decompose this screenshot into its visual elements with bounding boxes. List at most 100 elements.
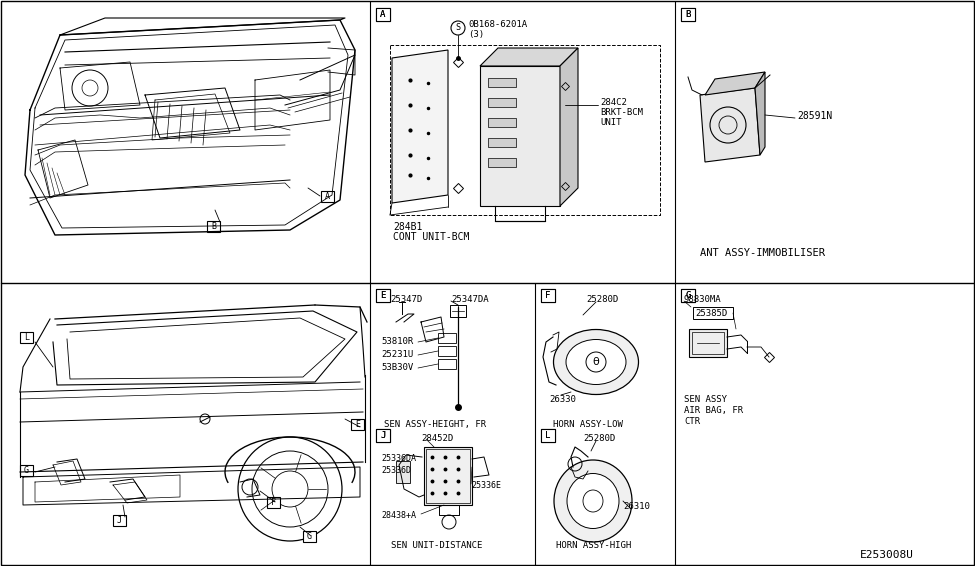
Ellipse shape — [554, 460, 632, 542]
Text: B: B — [211, 222, 216, 231]
Text: E: E — [380, 291, 386, 300]
Text: 98830MA: 98830MA — [684, 295, 722, 304]
Text: G: G — [24, 466, 29, 475]
Bar — [20, 332, 33, 343]
Bar — [488, 98, 516, 107]
Text: A: A — [380, 10, 386, 19]
Text: 53B30V: 53B30V — [381, 363, 413, 372]
Text: F: F — [545, 291, 551, 300]
Text: 28452D: 28452D — [421, 434, 453, 443]
Text: 53810R: 53810R — [381, 337, 413, 346]
Text: 28591N: 28591N — [797, 111, 833, 121]
Bar — [488, 138, 516, 147]
Text: L: L — [545, 431, 551, 440]
Bar — [681, 8, 695, 21]
Bar — [438, 346, 456, 356]
Bar — [689, 329, 727, 357]
Text: 25347DA: 25347DA — [451, 295, 488, 304]
Text: HORN ASSY-HIGH: HORN ASSY-HIGH — [556, 541, 631, 550]
Text: UNIT: UNIT — [600, 118, 621, 127]
Bar — [376, 429, 390, 442]
Polygon shape — [705, 72, 765, 95]
Text: J: J — [380, 431, 386, 440]
Text: CONT UNIT-BCM: CONT UNIT-BCM — [393, 232, 469, 242]
Text: F: F — [545, 291, 551, 300]
Text: AIR BAG, FR: AIR BAG, FR — [684, 406, 743, 415]
Text: J: J — [380, 431, 386, 440]
Text: (3): (3) — [468, 30, 485, 39]
Bar — [376, 289, 390, 302]
Bar — [321, 191, 334, 202]
Bar — [207, 221, 220, 232]
Text: 25231U: 25231U — [381, 350, 413, 359]
Polygon shape — [755, 72, 765, 155]
Bar — [450, 305, 466, 317]
Bar — [113, 515, 126, 526]
Text: E: E — [355, 420, 360, 429]
Text: SEN UNIT-DISTANCE: SEN UNIT-DISTANCE — [391, 541, 483, 550]
Text: 25336DA: 25336DA — [381, 454, 416, 463]
Bar — [438, 333, 456, 343]
Text: E: E — [380, 291, 386, 300]
Bar — [488, 158, 516, 167]
Bar — [376, 429, 390, 442]
Text: SEN ASSY-HEIGHT, FR: SEN ASSY-HEIGHT, FR — [384, 420, 487, 429]
Text: G: G — [307, 532, 312, 541]
Text: 25336E: 25336E — [471, 481, 501, 490]
Bar — [267, 497, 280, 508]
Ellipse shape — [567, 474, 619, 529]
Text: 0B168-6201A: 0B168-6201A — [468, 20, 527, 29]
Bar — [424, 447, 472, 505]
Polygon shape — [560, 48, 578, 206]
Bar — [376, 8, 390, 21]
Bar — [693, 307, 733, 319]
Bar — [396, 461, 410, 483]
Bar — [351, 419, 364, 430]
Bar — [681, 289, 695, 302]
Bar — [303, 531, 316, 542]
Polygon shape — [480, 48, 578, 66]
Text: L: L — [545, 431, 551, 440]
Text: L: L — [24, 333, 29, 342]
Text: SEN ASSY: SEN ASSY — [684, 395, 727, 404]
Bar — [20, 465, 33, 476]
Text: 26310: 26310 — [623, 502, 650, 511]
Text: 25385D: 25385D — [695, 309, 727, 318]
Bar — [541, 289, 555, 302]
Text: E253008U: E253008U — [860, 550, 914, 560]
Text: 25347D: 25347D — [390, 295, 422, 304]
Text: 26330: 26330 — [549, 395, 576, 404]
Text: 284C2: 284C2 — [600, 98, 627, 107]
Text: θ: θ — [593, 357, 600, 367]
Text: J: J — [117, 516, 122, 525]
Text: 25280D: 25280D — [586, 295, 618, 304]
Text: G: G — [685, 291, 690, 300]
Text: A: A — [325, 192, 330, 201]
Polygon shape — [392, 50, 448, 203]
Bar — [541, 429, 555, 442]
Bar — [376, 289, 390, 302]
Polygon shape — [700, 88, 760, 162]
Polygon shape — [480, 66, 560, 206]
Bar — [692, 332, 724, 354]
Text: ANT ASSY-IMMOBILISER: ANT ASSY-IMMOBILISER — [700, 248, 825, 258]
Ellipse shape — [583, 490, 603, 512]
Bar — [681, 289, 695, 302]
Bar — [426, 449, 470, 503]
Bar — [438, 359, 456, 369]
Text: 284B1: 284B1 — [393, 222, 422, 232]
Text: S: S — [455, 24, 460, 32]
Text: F: F — [271, 498, 276, 507]
Text: BRKT-BCM: BRKT-BCM — [600, 108, 643, 117]
Text: 25336D: 25336D — [381, 466, 411, 475]
Bar — [376, 8, 390, 21]
Bar — [488, 118, 516, 127]
Text: A: A — [380, 10, 386, 19]
Text: CTR: CTR — [684, 417, 700, 426]
Bar — [681, 8, 695, 21]
Text: 25280D: 25280D — [583, 434, 615, 443]
Bar — [541, 289, 555, 302]
Text: B: B — [685, 10, 690, 19]
Ellipse shape — [566, 340, 626, 384]
Bar — [541, 429, 555, 442]
